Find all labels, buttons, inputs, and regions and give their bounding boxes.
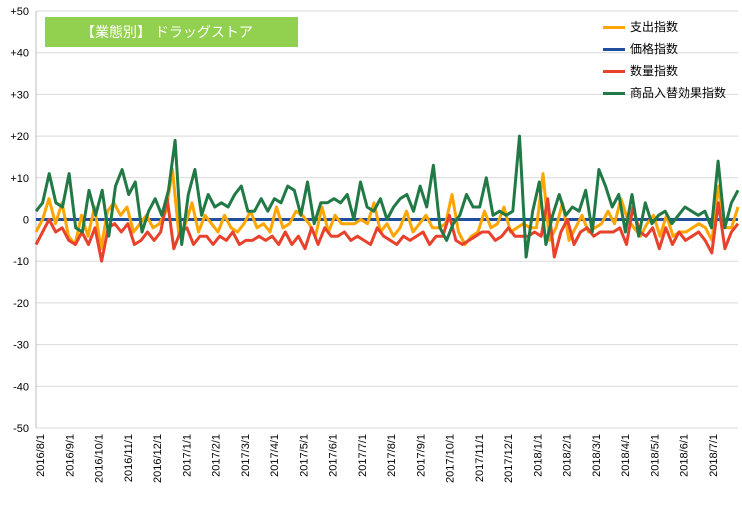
legend-label-quantity: 数量指数	[630, 64, 679, 78]
x-tick-label: 2018/1/1	[532, 434, 544, 477]
y-tick-label: -40	[13, 381, 29, 393]
legend-label-price: 価格指数	[630, 42, 679, 56]
y-tick-label: -30	[13, 340, 29, 352]
x-tick-label: 2017/10/1	[445, 434, 457, 483]
legend-item-price: 価格指数	[603, 38, 726, 60]
x-tick-label: 2018/2/1	[562, 434, 574, 477]
x-tick-label: 2018/3/1	[591, 434, 603, 477]
y-tick-label: -50	[13, 423, 29, 435]
x-tick-label: 2018/4/1	[620, 434, 632, 477]
x-tick-label: 2017/8/1	[386, 434, 398, 477]
x-tick-label: 2017/1/1	[181, 434, 193, 477]
series-line-3	[34, 134, 740, 259]
x-tick-label: 2016/8/1	[35, 434, 47, 477]
y-tick-label: -20	[13, 298, 29, 310]
x-tick-label: 2016/10/1	[94, 434, 106, 483]
x-tick-label: 2016/12/1	[152, 434, 164, 483]
legend-label-spending: 支出指数	[630, 20, 679, 34]
y-tick-label: +30	[10, 89, 29, 101]
chart-title: 【業態別】 ドラッグストア	[45, 17, 298, 47]
x-tick-label: 2017/7/1	[357, 434, 369, 477]
x-tick-label: 2017/3/1	[240, 434, 252, 477]
legend-swatch-spending	[603, 26, 625, 29]
x-tick-label: 2018/6/1	[679, 434, 691, 477]
x-tick-label: 2017/6/1	[328, 434, 340, 477]
legend-item-spending: 支出指数	[603, 16, 726, 38]
x-tick-label: 2016/11/1	[123, 434, 135, 482]
x-tick-label: 2017/5/1	[298, 434, 310, 477]
x-tick-label: 2017/12/1	[503, 434, 515, 483]
x-axis-tick-labels: 2016/8/1 2016/9/1 2016/10/1 2016/11/1 2016/1…	[35, 434, 720, 483]
x-tick-label: 2018/7/1	[708, 434, 720, 477]
series-line-2	[34, 197, 740, 263]
x-tick-label: 2017/9/1	[415, 434, 427, 477]
legend-swatch-quantity	[603, 70, 625, 73]
y-tick-label: +10	[10, 173, 29, 185]
legend-label-product-replacement: 商品入替効果指数	[630, 86, 727, 100]
legend-item-product-replacement: 商品入替効果指数	[603, 82, 726, 104]
series-lines	[34, 134, 740, 263]
legend-swatch-product-replacement	[603, 92, 625, 95]
y-axis-tick-labels: +50 +40 +30 +20 +10 0 -10 -20 -30 -40 -50	[10, 6, 29, 435]
x-tick-label: 2017/11/1	[474, 434, 486, 482]
legend: 支出指数 価格指数 数量指数 商品入替効果指数	[603, 16, 726, 104]
legend-item-quantity: 数量指数	[603, 60, 726, 82]
x-tick-label: 2017/2/1	[211, 434, 223, 477]
y-tick-label: -10	[13, 256, 29, 268]
x-tick-label: 2016/9/1	[64, 434, 76, 477]
y-tick-label: +40	[10, 48, 29, 60]
legend-swatch-price	[603, 48, 625, 51]
x-tick-label: 2017/4/1	[269, 434, 281, 477]
y-tick-label: 0	[23, 215, 29, 227]
y-tick-label: +50	[10, 6, 29, 18]
x-tick-label: 2018/5/1	[649, 434, 661, 477]
y-tick-label: +20	[10, 131, 29, 143]
